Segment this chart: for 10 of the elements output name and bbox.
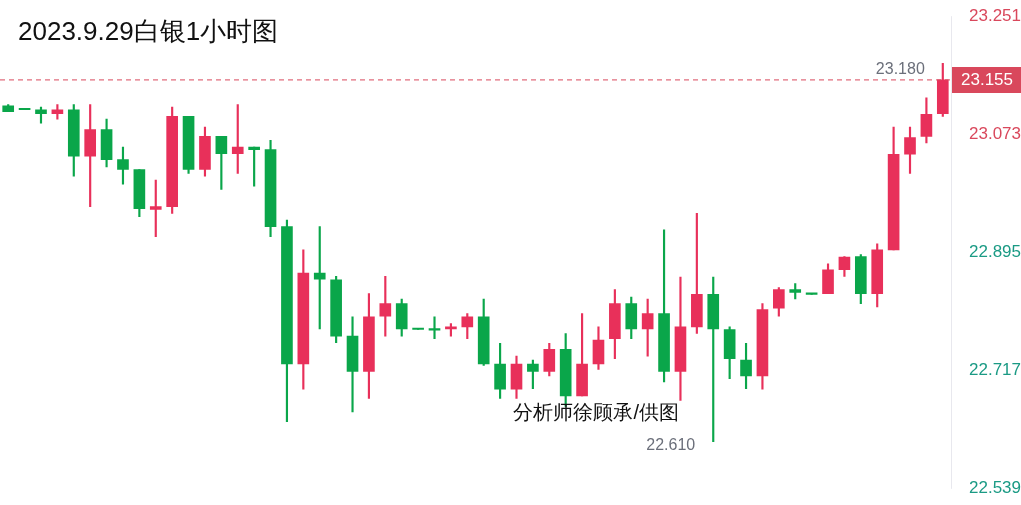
annotation: 23.180 [875, 59, 925, 77]
annotation: 22.610 [646, 436, 696, 454]
annotation: 分析师徐顾承/供图 [513, 400, 680, 423]
chart-title: 2023.9.29白银1小时图 [18, 15, 279, 48]
y-tick-label: 22.717 [969, 360, 1021, 380]
y-tick-label: 22.539 [969, 478, 1021, 498]
y-tick-label: 23.251 [969, 5, 1021, 25]
ref-line-label: 23.155 [961, 69, 1013, 89]
y-tick-label: 22.895 [969, 242, 1021, 262]
y-tick-label: 23.073 [969, 124, 1021, 144]
